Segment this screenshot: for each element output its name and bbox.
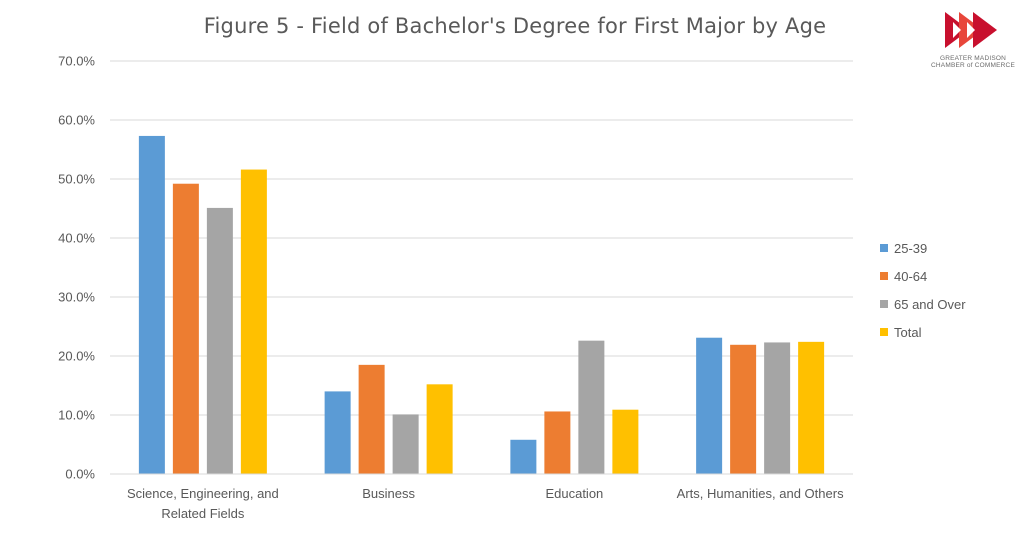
bar xyxy=(510,439,537,474)
x-tick-label: Science, Engineering, and Related Fields xyxy=(127,486,279,521)
bar xyxy=(138,135,165,474)
legend-label: 65 and Over xyxy=(894,296,966,312)
bar xyxy=(240,169,267,474)
legend-label: Total xyxy=(894,324,922,340)
legend-swatch xyxy=(880,272,888,280)
chart-title: Figure 5 - Field of Bachelor's Degree fo… xyxy=(203,14,827,38)
y-tick-label: 40.0% xyxy=(58,231,95,246)
chamber-logo-icon xyxy=(945,12,997,48)
x-tick-label: Business xyxy=(362,486,415,501)
y-tick-label: 0.0% xyxy=(65,467,95,482)
legend-item-25-39: 25-39 xyxy=(880,234,966,262)
legend-item-65-and-over: 65 and Over xyxy=(880,290,966,318)
legend-item-total: Total xyxy=(880,318,966,346)
bar xyxy=(730,344,757,474)
bar xyxy=(578,340,605,474)
x-tick-label: Education xyxy=(545,486,603,501)
logo-line-2: CHAMBER of COMMERCE xyxy=(931,62,1015,69)
legend-swatch xyxy=(880,244,888,252)
legend-item-40-64: 40-64 xyxy=(880,262,966,290)
y-tick-label: 10.0% xyxy=(58,408,95,423)
bar xyxy=(358,364,385,474)
bar xyxy=(392,414,419,474)
legend-label: 40-64 xyxy=(894,268,928,284)
y-tick-label: 30.0% xyxy=(58,290,95,305)
bar xyxy=(426,384,453,474)
bar xyxy=(764,342,791,474)
legend-swatch xyxy=(880,328,888,336)
legend-swatch xyxy=(880,300,888,308)
bar xyxy=(612,409,639,474)
bar xyxy=(544,411,571,474)
y-tick-label: 70.0% xyxy=(58,54,95,69)
bar xyxy=(798,341,825,474)
x-tick-label: Arts, Humanities, and Others xyxy=(677,486,844,501)
bar xyxy=(324,391,351,474)
logo-line-1: GREATER MADISON xyxy=(939,55,1007,62)
bar xyxy=(206,207,233,474)
y-tick-label: 60.0% xyxy=(58,113,95,128)
chamber-logo: GREATER MADISON CHAMBER of COMMERCE xyxy=(925,10,1021,69)
bar xyxy=(172,183,199,474)
y-tick-label: 50.0% xyxy=(58,172,95,187)
bar xyxy=(696,337,723,474)
y-tick-label: 20.0% xyxy=(58,349,95,364)
legend: 25-39 40-64 65 and Over Total xyxy=(880,234,966,346)
legend-label: 25-39 xyxy=(894,240,928,256)
